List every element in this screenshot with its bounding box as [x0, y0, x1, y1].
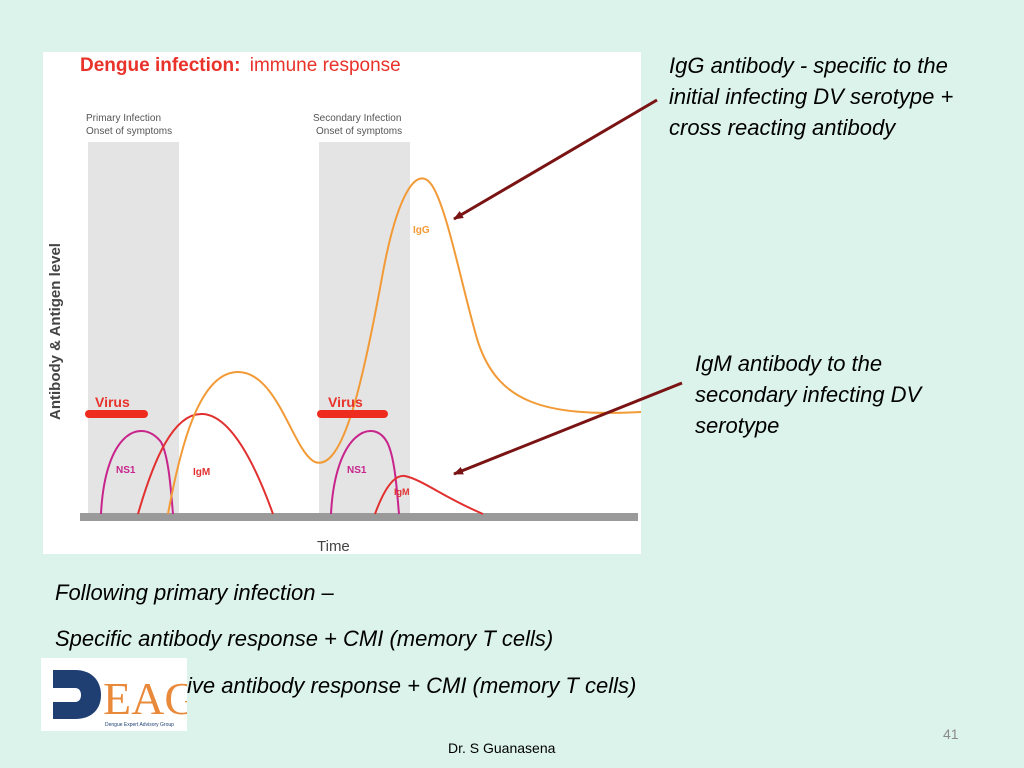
virus-label-primary: Virus	[95, 394, 130, 410]
ns1-curve-primary	[100, 430, 174, 515]
secondary-infection-label: Secondary Infection	[313, 113, 401, 124]
secondary-onset-label: Onset of symptoms	[316, 126, 402, 137]
body-line-2: Specific antibody response + CMI (memory…	[55, 626, 554, 651]
x-axis-bar	[80, 513, 638, 521]
ns1-curve-secondary	[330, 430, 400, 515]
deag-logo: EAG Dengue Expert Advisory Group	[41, 658, 198, 731]
igg-callout-text: IgG antibody - specific to the initial i…	[669, 53, 954, 140]
igg-label: IgG	[413, 225, 430, 236]
igm-label-primary: IgM	[193, 467, 210, 478]
y-axis-label: Antibody & Antigen level	[47, 243, 64, 420]
logo-caption: Dengue Expert Advisory Group	[105, 722, 174, 728]
igm-label-secondary: IgM	[394, 487, 410, 497]
author-name: Dr. S Guanasena	[448, 740, 556, 756]
ns1-label-secondary: NS1	[347, 465, 367, 476]
figure-title: Dengue infection: immune response	[80, 55, 401, 76]
igm-callout-text: IgM antibody to the secondary infecting …	[695, 351, 922, 438]
body-line-3: ive antibody response + CMI (memory T ce…	[187, 673, 637, 698]
immune-response-figure: Dengue infection: immune response Primar…	[43, 52, 641, 554]
body-line-1: Following primary infection –	[55, 580, 334, 605]
immune-response-diagram: Dengue infection: immune response Primar…	[47, 55, 641, 554]
x-axis-label: Time	[317, 538, 350, 554]
igm-curve-secondary	[374, 474, 484, 515]
primary-infection-label: Primary Infection	[86, 113, 161, 124]
slide-number: 41	[943, 726, 959, 742]
igg-callout-arrow	[453, 98, 658, 221]
igg-curve	[167, 177, 641, 515]
logo-letters: EAG	[103, 673, 187, 724]
ns1-label-primary: NS1	[116, 465, 136, 476]
igm-curve-primary	[137, 412, 274, 515]
deag-logo-graphic: EAG Dengue Expert Advisory Group	[53, 670, 198, 728]
primary-onset-label: Onset of symptoms	[86, 126, 172, 137]
figure-title-bold: Dengue infection:	[80, 55, 240, 76]
virus-label-secondary: Virus	[328, 394, 363, 410]
igm-callout-arrow	[453, 381, 683, 476]
figure-title-rest: immune response	[250, 55, 401, 76]
